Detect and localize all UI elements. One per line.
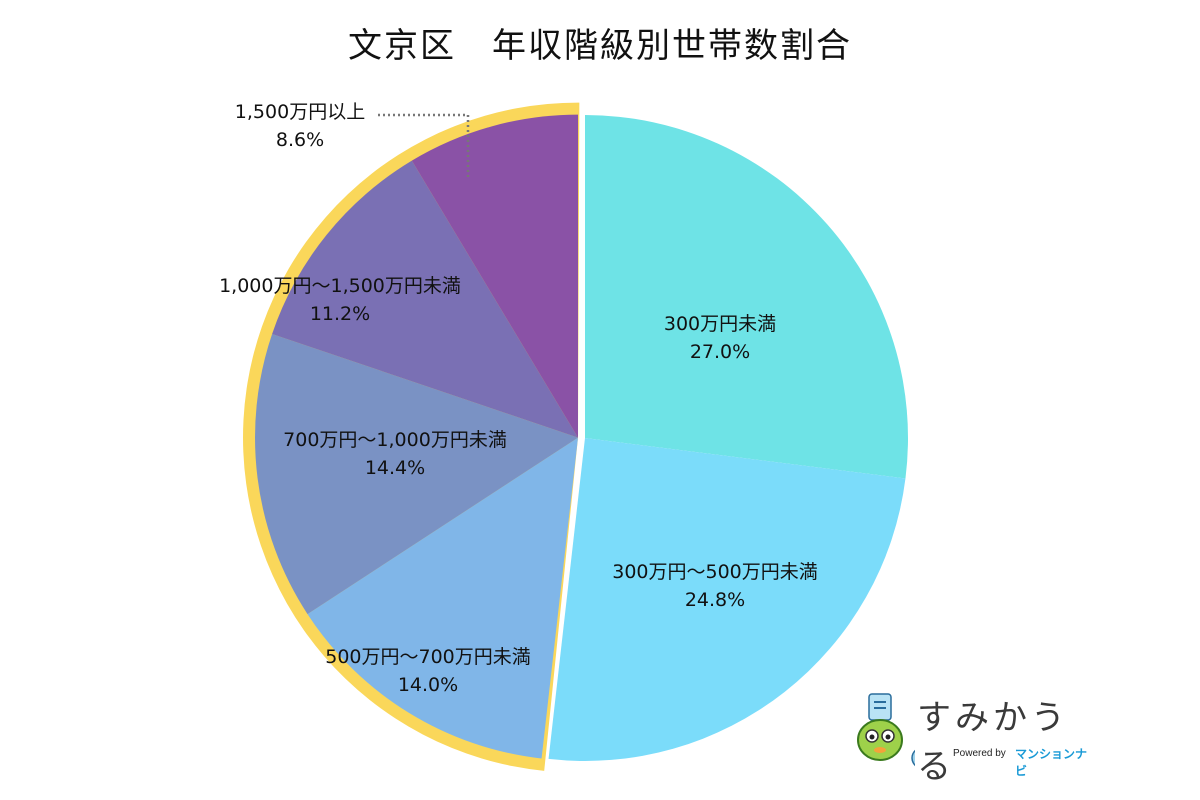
slice-labels: 300万円未満 27.0% 300万円〜500万円未満 24.8% 500万円〜700万… [219,101,818,696]
pie-slice-500-700 [307,437,579,759]
slice-value-label: 27.0% [690,341,750,363]
sumikauru-logo: すみかうる Powered by マンションナビ [855,688,1095,787]
slice-value-label: 11.2% [310,303,370,325]
leader-lines [378,113,470,178]
pie-slice-under-300 [585,115,908,479]
slice-category-label: 700万円〜1,000万円未満 [283,429,507,451]
logo-brand: マンションナビ [1015,747,1088,778]
pie-slice-1000-1500 [272,160,579,438]
slice-category-label: 300万円未満 [664,313,776,335]
logo-wordmark: すみかうる [917,698,1069,787]
slice-value-label: 24.8% [685,589,745,611]
pie-slice-300-500 [548,438,906,761]
slice-group [255,114,908,761]
slice-value-label: 14.0% [398,674,458,696]
slice-category-label: 300万円〜500万円未満 [612,561,818,583]
slice-category-label: 500万円〜700万円未満 [325,646,531,668]
pie-slice-over-1500 [411,114,579,438]
mascot-icon [857,693,915,767]
chart-title: 文京区 年収階級別世帯数割合 [348,26,852,66]
leader-line [378,113,470,178]
slice-value-label: 8.6% [276,129,324,151]
slice-value-label: 14.4% [365,457,425,479]
logo-powered-by: Powered by [953,748,1006,759]
slice-category-label: 1,000万円〜1,500万円未満 [219,275,461,297]
pie-slice-700-1000 [255,333,579,615]
slice-category-label: 1,500万円以上 [235,101,365,123]
